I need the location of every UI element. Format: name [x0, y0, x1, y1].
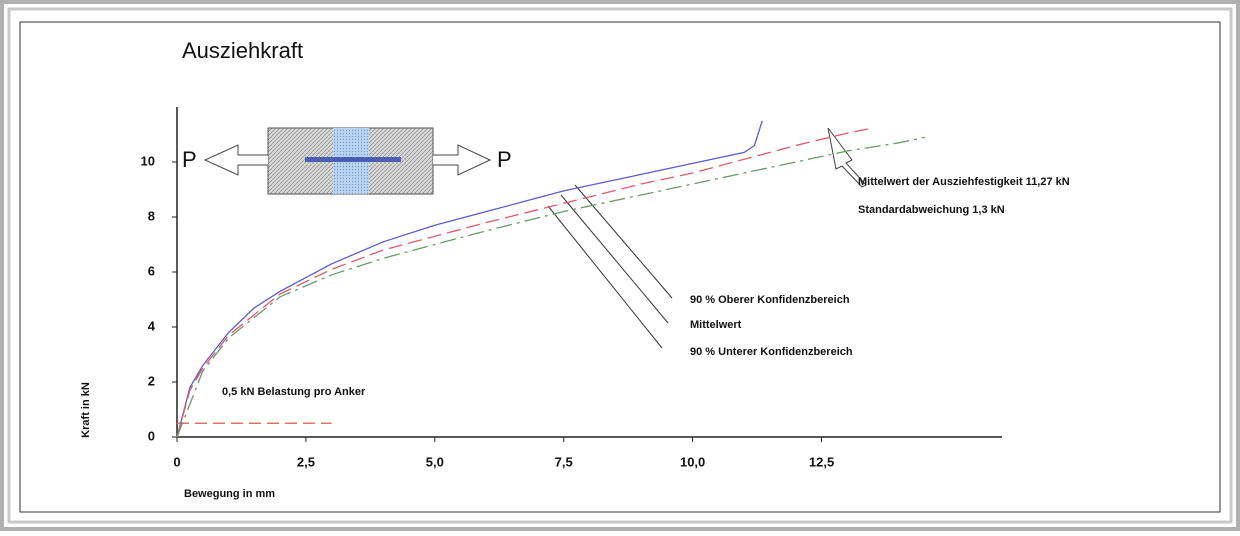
x-tick-label: 7,5: [555, 454, 573, 469]
y-tick-label: 6: [148, 263, 155, 278]
annotation: Standardabweichung 1,3 kN: [858, 204, 1005, 216]
x-tick-label: 12,5: [809, 454, 834, 469]
x-tick-label: 2,5: [297, 454, 315, 469]
chart: Ausziehkraft Bewegung in mm Kraft in kN …: [0, 0, 1240, 531]
x-tick-label: 10,0: [680, 454, 705, 469]
chart-title: Ausziehkraft: [182, 38, 303, 63]
y-tick-label: 10: [141, 153, 155, 168]
y-tick-label: 0: [148, 428, 155, 443]
y-tick-label: 8: [148, 208, 155, 223]
y-axis-label: Kraft in kN: [80, 382, 92, 438]
x-tick-label: 0: [173, 454, 180, 469]
y-tick-label: 2: [148, 373, 155, 388]
chart-frame: [20, 22, 1220, 512]
y-tick-label: 4: [148, 318, 156, 333]
x-tick-label: 5,0: [426, 454, 444, 469]
inset-anchor: [305, 157, 401, 162]
reference-label: 0,5 kN Belastung pro Anker: [222, 386, 366, 398]
series-label: 90 % Oberer Konfidenzbereich: [690, 294, 850, 306]
inset-label-left: P: [182, 147, 197, 172]
annotation: Mittelwert der Ausziehfestigkeit 11,27 k…: [858, 176, 1070, 188]
x-axis-label: Bewegung in mm: [184, 488, 275, 500]
series-label: 90 % Unterer Konfidenzbereich: [690, 346, 853, 358]
series-label: Mittelwert: [690, 319, 742, 331]
page: Ausziehkraft Bewegung in mm Kraft in kN …: [0, 0, 1240, 531]
inset-label-right: P: [497, 147, 512, 172]
